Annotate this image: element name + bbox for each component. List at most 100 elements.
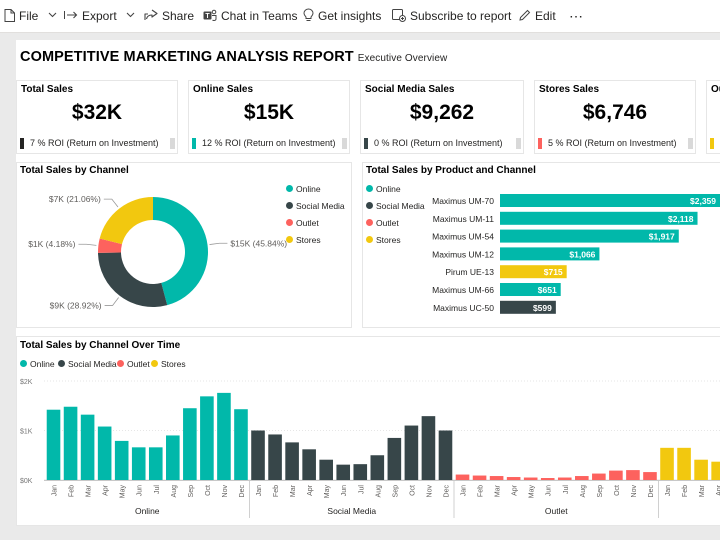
time-bar[interactable] <box>677 447 691 480</box>
time-bar[interactable] <box>711 461 720 480</box>
time-bar[interactable] <box>626 470 640 480</box>
time-bar[interactable] <box>421 416 436 480</box>
legend-item-outlet[interactable]: Outlet <box>286 218 319 228</box>
time-bar[interactable] <box>251 430 265 481</box>
kpi-card-outlet-sales[interactable]: Ou <box>706 80 720 154</box>
kpi-color-mark <box>364 138 368 149</box>
donut-slice-social-media[interactable] <box>98 252 168 307</box>
legend-item-social-media[interactable]: Social Media <box>58 359 117 369</box>
product-bar[interactable] <box>500 211 698 225</box>
share-button[interactable]: Share <box>144 0 194 32</box>
month-label: Oct <box>205 485 212 496</box>
kpi-roi: 5 % ROI (Return on Investment) <box>548 138 677 148</box>
time-bar[interactable] <box>540 478 555 480</box>
subscribe-button[interactable]: Subscribe to report <box>392 0 511 32</box>
time-bar[interactable] <box>200 396 214 480</box>
time-bar[interactable] <box>166 435 180 480</box>
time-bar[interactable] <box>80 414 95 480</box>
donut-slice-outlet[interactable] <box>98 238 122 253</box>
kpi-roi: 0 % ROI (Return on Investment) <box>374 138 503 148</box>
time-bar[interactable] <box>63 406 78 480</box>
legend-item-social-media[interactable]: Social Media <box>366 201 425 211</box>
kpi-card-online-sales[interactable]: Online Sales $15K 12 % ROI (Return on In… <box>188 80 350 154</box>
export-icon <box>64 11 78 20</box>
time-bar[interactable] <box>387 437 402 480</box>
kpi-card-social-media-sales[interactable]: Social Media Sales $9,262 0 % ROI (Retur… <box>360 80 524 154</box>
time-bar[interactable] <box>234 409 248 480</box>
time-bar[interactable] <box>131 447 146 480</box>
donut-slice-online[interactable] <box>153 197 208 306</box>
time-bar[interactable] <box>489 476 504 480</box>
product-chart-title: Total Sales by Product and Channel <box>366 165 536 176</box>
y-tick-label: $2K <box>20 379 33 386</box>
product-bar[interactable] <box>500 265 567 279</box>
kpi-card-stores-sales[interactable]: Stores Sales $6,746 5 % ROI (Return on I… <box>534 80 696 154</box>
product-bar[interactable] <box>500 194 720 207</box>
time-bar[interactable] <box>353 464 368 480</box>
product-bar[interactable] <box>500 247 600 261</box>
kpi-color-mark <box>20 138 24 149</box>
month-label: Mar <box>495 484 502 497</box>
get-insights-button[interactable]: Get insights <box>303 0 381 32</box>
time-bar[interactable] <box>609 470 623 480</box>
time-bar[interactable] <box>46 409 61 480</box>
legend-item-online[interactable]: Online <box>366 184 401 194</box>
legend-item-outlet[interactable]: Outlet <box>366 218 399 228</box>
month-label: Dec <box>239 485 246 498</box>
time-bar[interactable] <box>114 440 129 480</box>
time-bar[interactable] <box>183 408 197 480</box>
time-bar[interactable] <box>404 425 419 480</box>
edit-button[interactable]: Edit <box>518 0 556 32</box>
legend-item-outlet[interactable]: Outlet <box>117 359 150 369</box>
time-bar[interactable] <box>506 477 521 480</box>
legend-item-stores[interactable]: Stores <box>366 235 401 245</box>
time-bar[interactable] <box>523 477 538 480</box>
month-label: May <box>529 485 536 499</box>
time-bar[interactable] <box>285 442 299 480</box>
legend-item-online[interactable]: Online <box>286 184 321 194</box>
time-bar[interactable] <box>370 455 385 480</box>
legend-item-social-media[interactable]: Social Media <box>286 201 345 211</box>
legend-item-stores[interactable]: Stores <box>286 235 321 245</box>
month-label: Jun <box>546 485 553 496</box>
kpi-title: Ou <box>711 84 720 95</box>
time-bar[interactable] <box>217 392 231 480</box>
donut-slice-stores[interactable] <box>99 197 153 245</box>
time-bar[interactable] <box>472 475 487 480</box>
month-label: Mar <box>699 484 706 497</box>
edit-label: Edit <box>535 9 556 23</box>
legend-label: Outlet <box>127 359 150 369</box>
teams-icon: T <box>203 9 217 21</box>
time-bar[interactable] <box>319 459 333 480</box>
time-bar[interactable] <box>694 459 708 480</box>
data-label: $15K (45.84%) <box>230 238 287 248</box>
time-bar[interactable] <box>455 474 470 480</box>
time-bar[interactable] <box>660 447 674 480</box>
time-bar[interactable] <box>592 473 606 480</box>
chat-in-teams-button[interactable]: T Chat in Teams <box>203 0 297 32</box>
time-bar[interactable] <box>643 472 657 480</box>
category-label: Pirum UE-13 <box>445 267 494 277</box>
legend-item-stores[interactable]: Stores <box>151 359 186 369</box>
time-bar[interactable] <box>97 426 112 480</box>
time-bar[interactable] <box>557 477 572 480</box>
time-bar[interactable] <box>575 476 589 480</box>
more-options-button[interactable]: ⋯ <box>569 0 583 32</box>
product-bar[interactable] <box>500 300 556 314</box>
product-bar[interactable] <box>500 283 561 296</box>
file-menu[interactable]: File <box>4 0 61 32</box>
month-label: Apr <box>716 484 720 496</box>
month-label: Sep <box>392 485 399 498</box>
time-bar[interactable] <box>268 434 282 480</box>
bar-value-label: $715 <box>544 267 563 277</box>
month-label: Nov <box>631 485 638 498</box>
time-bar[interactable] <box>438 430 453 481</box>
time-bar[interactable] <box>148 447 163 480</box>
legend-item-online[interactable]: Online <box>20 359 55 369</box>
time-bar[interactable] <box>302 449 316 480</box>
kpi-card-total-sales[interactable]: Total Sales $32K 7 % ROI (Return on Inve… <box>16 80 178 154</box>
time-bar[interactable] <box>336 464 351 480</box>
data-label-leader <box>209 242 228 245</box>
export-menu[interactable]: Export <box>64 0 139 32</box>
product-bar[interactable] <box>500 229 679 243</box>
